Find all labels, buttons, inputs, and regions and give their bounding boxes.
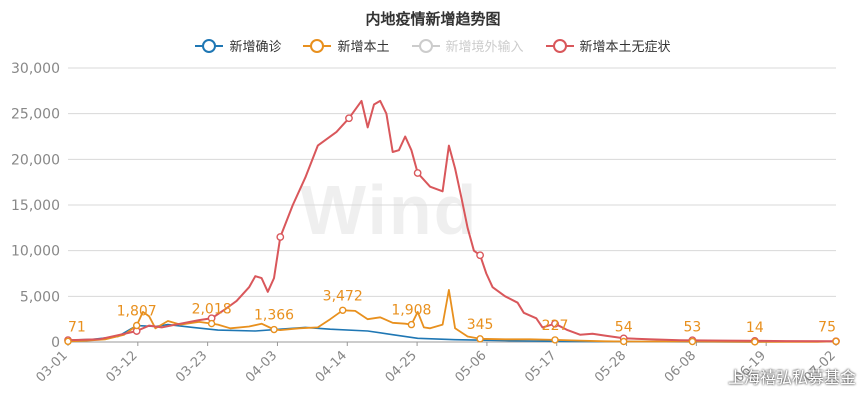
legend-item-2[interactable]: 新增境外输入 [411, 36, 524, 55]
watermark: Wind [300, 171, 479, 249]
data-point-marker [476, 335, 484, 343]
series-marker [345, 114, 353, 123]
x-tick-label: 03-23 [173, 348, 210, 385]
x-tick-label: 05-28 [592, 348, 629, 385]
legend-swatch-icon [195, 38, 224, 53]
x-tick-label: 05-06 [452, 348, 489, 385]
y-tick-label: 20,000 [11, 152, 60, 168]
source-credit: 上海禧弘私募基金 [702, 364, 856, 388]
data-label: 1,908 [391, 303, 431, 319]
data-point-marker [407, 320, 416, 329]
data-point-marker [64, 337, 72, 346]
series-line-3 [67, 99, 837, 343]
x-tick-label: 04-25 [383, 348, 420, 385]
wechat-icon [702, 368, 722, 384]
data-point-marker [270, 325, 278, 334]
legend-swatch-icon [545, 38, 574, 53]
data-label: 54 [615, 320, 633, 336]
data-point-marker [832, 337, 840, 346]
legend-label: 新增本土 [337, 40, 390, 55]
y-tick-label: 5,000 [20, 289, 60, 305]
series-marker [413, 169, 422, 177]
x-tick-label: 05-17 [522, 348, 559, 385]
data-point-marker [207, 319, 216, 328]
legend-label: 新增本土无症状 [579, 40, 671, 55]
data-label: 53 [683, 320, 701, 336]
legend-label: 新增境外输入 [445, 40, 524, 55]
data-label: 1,366 [254, 308, 294, 324]
y-tick-label: 15,000 [11, 198, 60, 214]
data-label: 71 [68, 319, 86, 335]
y-tick-label: 0 [51, 335, 60, 351]
data-label: 3,472 [323, 288, 363, 304]
legend-swatch-icon [411, 38, 440, 53]
series-marker [551, 319, 559, 328]
series-line-0 [67, 323, 837, 343]
y-tick-label: 30,000 [11, 61, 60, 77]
legend: 新增确诊 新增本土 新增境外输入 新增本土无症状 [0, 36, 866, 55]
legend-swatch-icon [303, 38, 332, 53]
data-point-marker [751, 338, 759, 346]
legend-label: 新增确诊 [229, 40, 282, 55]
data-point-marker [551, 336, 559, 344]
legend-item-0[interactable]: 新增确诊 [195, 36, 281, 55]
data-point-marker [339, 306, 347, 314]
x-tick-label: 06-08 [662, 348, 699, 385]
data-point-marker [688, 337, 697, 346]
x-tick-label: 04-14 [313, 348, 350, 385]
data-point-marker [132, 321, 141, 330]
series-marker [476, 251, 484, 260]
data-label: 75 [818, 319, 836, 335]
series-marker [276, 233, 285, 241]
chart-title: 内地疫情新增趋势图 [365, 10, 501, 28]
data-label: 2,018 [192, 302, 232, 318]
legend-item-1[interactable]: 新增本土 [303, 36, 390, 55]
data-label: 227 [542, 318, 569, 334]
x-tick-label: 03-01 [34, 348, 71, 385]
data-label: 345 [467, 317, 494, 333]
data-point-marker [620, 337, 628, 346]
source-credit-text: 上海禧弘私募基金 [727, 368, 856, 387]
x-tick-label: 03-12 [103, 348, 140, 385]
y-tick-label: 25,000 [11, 107, 60, 123]
series-line-1 [67, 289, 837, 343]
data-label: 14 [746, 320, 764, 336]
y-tick-label: 10,000 [11, 244, 60, 260]
x-tick-label: 04-03 [243, 348, 280, 385]
data-label: 1,807 [117, 303, 157, 319]
legend-item-3[interactable]: 新增本土无症状 [545, 36, 671, 55]
